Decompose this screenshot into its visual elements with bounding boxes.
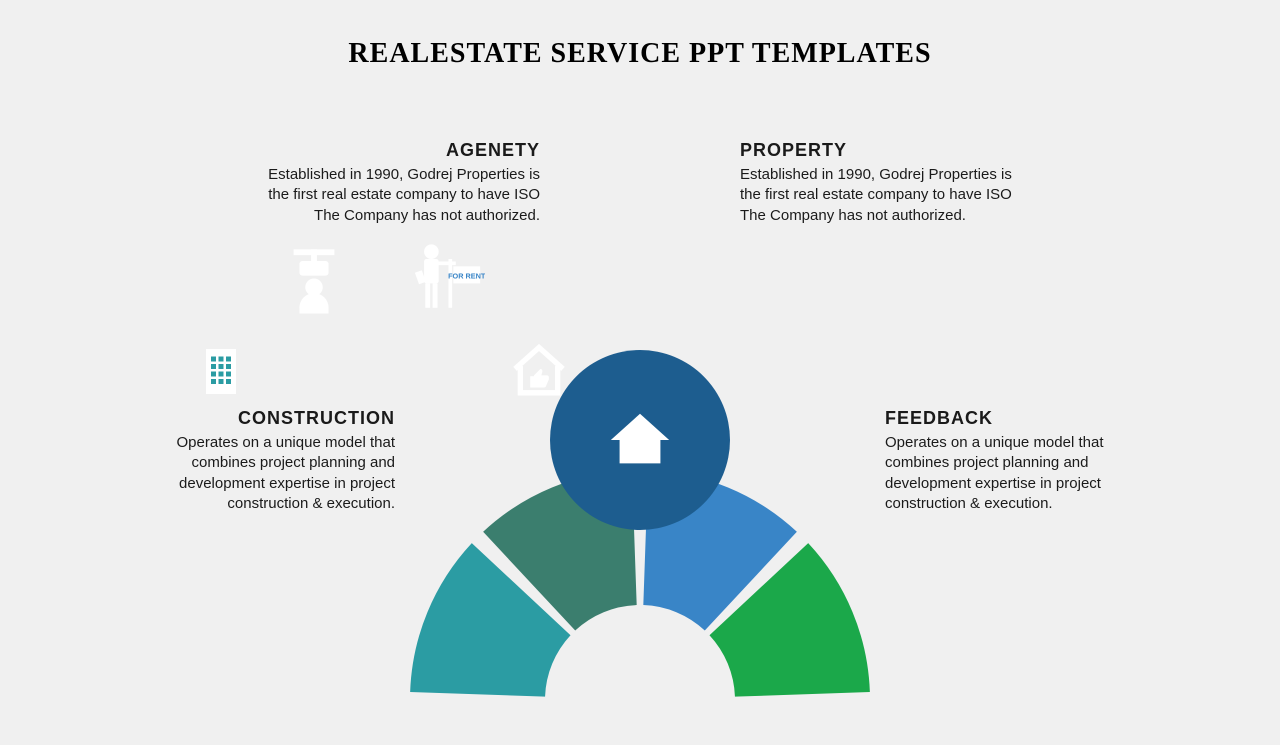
label-property: PROPERTY Established in 1990, Godrej Pro… <box>740 140 1020 226</box>
label-feedback: FEEDBACK Operates on a unique model that… <box>885 408 1165 514</box>
feedback-icon <box>507 340 571 409</box>
home-icon <box>605 405 675 475</box>
label-construction-title: CONSTRUCTION <box>115 408 395 429</box>
label-construction: CONSTRUCTION Operates on a unique model … <box>115 408 395 514</box>
svg-text:FOR RENT: FOR RENT <box>448 271 485 280</box>
label-construction-body: Operates on a unique model that combines… <box>115 433 395 514</box>
label-property-body: Established in 1990, Godrej Properties i… <box>740 165 1020 226</box>
page-title: REALESTATE SERVICE PPT TEMPLATES <box>0 0 1280 70</box>
label-agenety: AGENETY Established in 1990, Godrej Prop… <box>260 140 540 226</box>
building-icon <box>191 342 251 407</box>
label-agenety-body: Established in 1990, Godrej Properties i… <box>260 165 540 226</box>
center-circle <box>550 350 730 530</box>
label-agenety-title: AGENETY <box>260 140 540 161</box>
label-feedback-title: FEEDBACK <box>885 408 1165 429</box>
label-property-title: PROPERTY <box>740 140 1020 161</box>
rent-man-icon: FOR RENT <box>407 239 485 322</box>
label-feedback-body: Operates on a unique model that combines… <box>885 433 1165 514</box>
radial-chart: FOR RENT <box>380 440 900 745</box>
sign-icon <box>279 243 349 318</box>
